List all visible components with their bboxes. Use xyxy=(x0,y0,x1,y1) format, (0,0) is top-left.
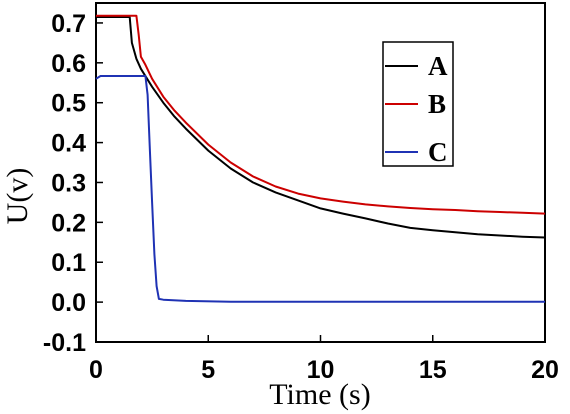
legend: ABC xyxy=(382,41,454,167)
y-axis-title: U(v) xyxy=(1,168,34,225)
series-line-b xyxy=(96,14,546,215)
y-tick-label: 0.0 xyxy=(51,289,86,317)
axis-ticks: -0.1 0.0 0.1 0.2 0.3 0.4 0.5 0.6 0.7 0 5 10 15 20 xyxy=(43,10,559,384)
legend-label-c: C xyxy=(428,137,448,167)
y-tick-label: 0.7 xyxy=(51,10,86,38)
y-tick-label: 0.4 xyxy=(51,130,86,158)
series-line-c xyxy=(95,75,545,303)
y-tick-label: 0.5 xyxy=(51,90,86,118)
y-tick-label: 0.1 xyxy=(51,249,86,277)
series-line-a xyxy=(96,16,546,239)
y-tick-label: 0.3 xyxy=(51,169,86,197)
y-tick-label: 0.2 xyxy=(51,209,86,237)
x-tick-label: 20 xyxy=(531,356,559,384)
x-tick-label: 10 xyxy=(307,356,335,384)
x-tick-label: 0 xyxy=(89,356,103,384)
x-tick-label: 5 xyxy=(201,356,215,384)
y-tick-label: 0.6 xyxy=(51,50,86,78)
plot-frame xyxy=(95,2,546,343)
y-tick-label: -0.1 xyxy=(43,329,86,357)
x-axis-title: Time (s) xyxy=(269,378,370,411)
legend-label-a: A xyxy=(428,51,448,81)
series-layer xyxy=(95,14,546,303)
legend-label-b: B xyxy=(428,89,446,119)
x-tick-label: 15 xyxy=(419,356,447,384)
